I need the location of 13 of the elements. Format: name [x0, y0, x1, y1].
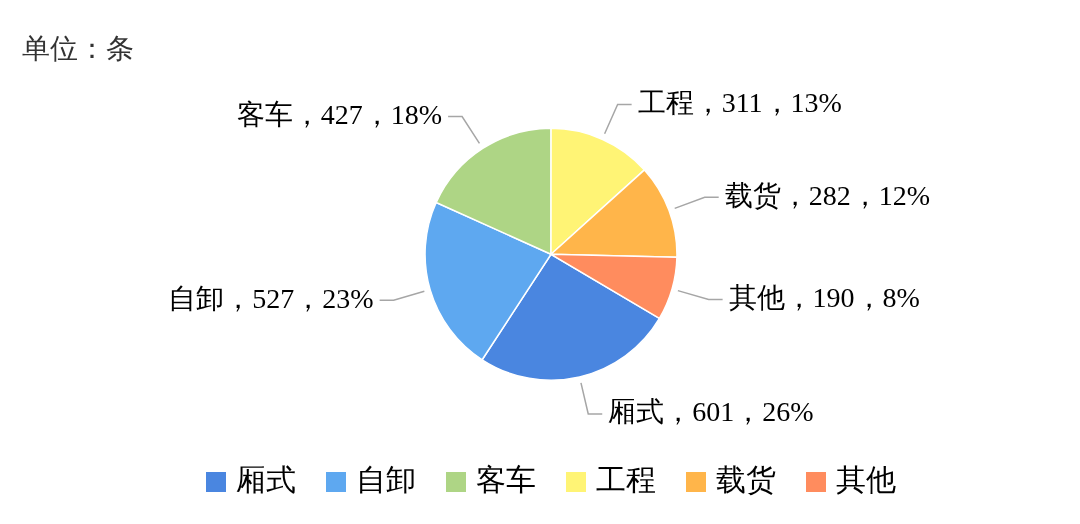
data-label: 自卸，527，23%: [168, 282, 374, 314]
legend-label: 其他: [836, 462, 896, 496]
data-label: 厢式，601，26%: [608, 396, 814, 428]
chart-title: 单位：条: [22, 33, 134, 65]
data-label: 载货，282，12%: [724, 179, 931, 211]
legend-label: 自卸: [356, 462, 416, 496]
data-label: 客车，427，18%: [236, 98, 443, 130]
legend-label: 载货: [716, 462, 776, 496]
data-label: 工程，311，13%: [637, 86, 842, 118]
legend-label: 厢式: [236, 462, 296, 496]
legend-label: 客车: [476, 462, 536, 496]
data-label: 其他，190，8%: [728, 281, 920, 313]
legend-label: 工程: [596, 462, 656, 496]
